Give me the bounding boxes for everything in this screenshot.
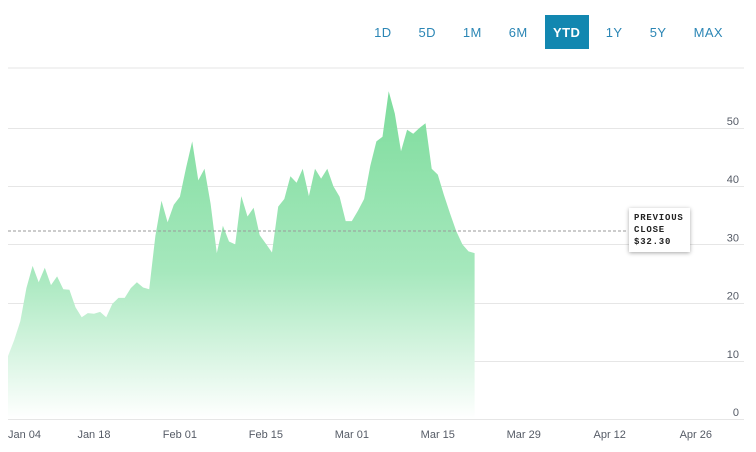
x-tick-label: Apr 26 [680, 429, 712, 441]
range-button-6m[interactable]: 6M [508, 24, 528, 40]
y-axis-labels: 0 10 20 30 40 50 [727, 116, 739, 419]
range-button-ytd[interactable]: YTD [544, 15, 589, 49]
y-tick-label: 0 [733, 407, 739, 419]
range-button-1m[interactable]: 1M [462, 24, 482, 40]
x-tick-label: Jan 18 [77, 429, 110, 441]
x-tick-label: Feb 01 [163, 429, 197, 441]
range-button-max[interactable]: MAX [693, 24, 723, 40]
range-button-5d[interactable]: 5D [418, 24, 436, 40]
y-tick-label: 40 [727, 174, 739, 186]
callout-line1: PREVIOUS [634, 213, 684, 223]
y-tick-label: 10 [727, 349, 739, 361]
x-tick-label: Feb 15 [249, 429, 283, 441]
x-tick-label: Mar 15 [421, 429, 455, 441]
callout-line2: CLOSE [634, 225, 666, 235]
previous-close-callout: PREVIOUS CLOSE $32.30 [629, 208, 690, 252]
x-tick-label: Mar 29 [507, 429, 541, 441]
y-tick-label: 30 [727, 232, 739, 244]
range-button-1y[interactable]: 1Y [605, 24, 623, 40]
y-tick-label: 50 [727, 116, 739, 128]
callout-value: $32.30 [634, 237, 672, 247]
range-selector: 1D 5D 1M 6M YTD 1Y 5Y MAX [357, 15, 733, 49]
x-tick-label: Jan 04 [8, 429, 41, 441]
x-tick-label: Apr 12 [594, 429, 626, 441]
price-area [8, 91, 475, 420]
range-button-5y[interactable]: 5Y [649, 24, 667, 40]
x-tick-label: Mar 01 [335, 429, 369, 441]
y-tick-label: 20 [727, 291, 739, 303]
x-axis-labels: Jan 04 Jan 18 Feb 01 Feb 15 Mar 01 Mar 15 Mar … [8, 429, 712, 441]
range-button-1d[interactable]: 1D [374, 24, 392, 40]
